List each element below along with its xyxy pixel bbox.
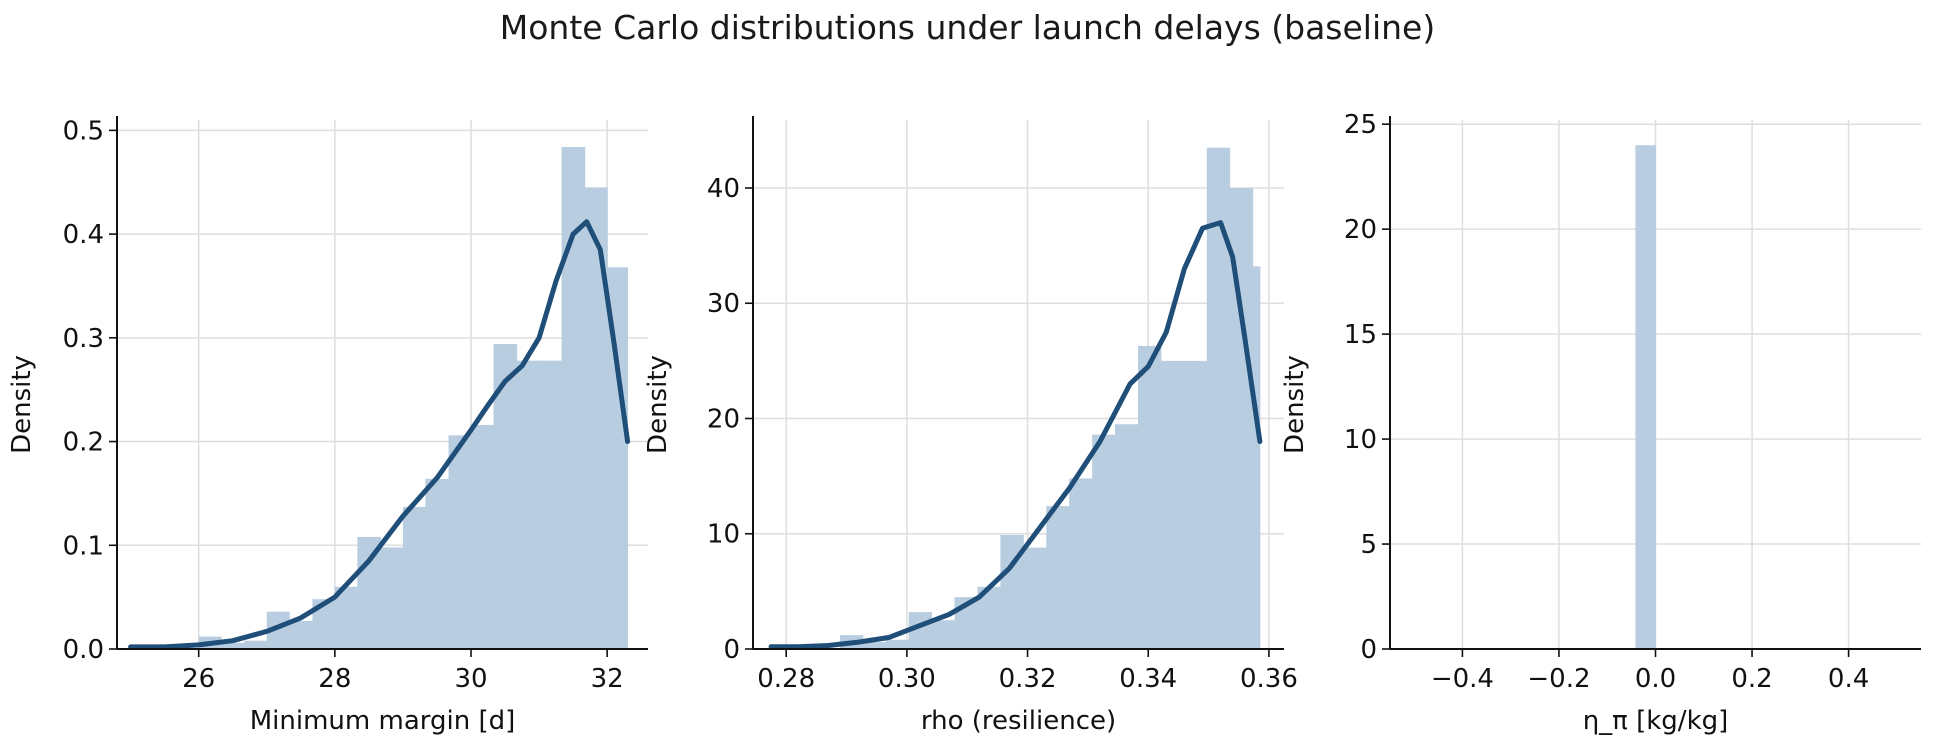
x-tick-label: 0.4 bbox=[1828, 664, 1869, 694]
histogram-bar bbox=[471, 424, 494, 649]
y-tick-label: 20 bbox=[707, 404, 740, 434]
histogram-bar bbox=[221, 642, 245, 649]
y-tick-label: 10 bbox=[1344, 425, 1377, 455]
histogram-bar bbox=[516, 360, 540, 649]
x-tick-label: 26 bbox=[182, 664, 215, 694]
histogram-bar bbox=[312, 599, 336, 649]
y-tick-label: 0.3 bbox=[63, 324, 104, 354]
histogram-bar bbox=[493, 344, 518, 649]
x-axis-label: rho (resilience) bbox=[921, 706, 1116, 736]
histogram-bar bbox=[607, 267, 629, 649]
x-tick-label: 0.28 bbox=[757, 664, 815, 694]
histogram-bar bbox=[289, 620, 313, 649]
histogram-bar bbox=[1046, 506, 1070, 649]
histogram-bar bbox=[539, 360, 563, 649]
histogram-bar bbox=[977, 586, 1001, 649]
histogram-bar bbox=[1160, 360, 1185, 649]
histogram-bar bbox=[380, 547, 404, 649]
histogram-bar bbox=[357, 536, 381, 649]
x-tick-label: −0.4 bbox=[1431, 664, 1494, 694]
y-tick-label: 0.1 bbox=[63, 531, 104, 561]
x-tick-label: 30 bbox=[454, 664, 487, 694]
x-tick-label: 0.2 bbox=[1731, 664, 1772, 694]
y-tick-label: 40 bbox=[707, 174, 740, 204]
histogram-bar bbox=[1115, 424, 1139, 649]
histogram-bar bbox=[1229, 187, 1254, 650]
histogram-bar bbox=[425, 478, 450, 649]
kde-density-line bbox=[128, 219, 631, 650]
histogram-bar bbox=[448, 435, 472, 649]
histogram-bar bbox=[885, 639, 910, 649]
y-tick-label: 15 bbox=[1344, 320, 1377, 350]
histogram-bar bbox=[584, 187, 608, 649]
panel-minimum-margin: 26 28 30 32 0.0 0.1 0.2 0.3 0.4 0.5 Minimum margin… bbox=[7, 116, 648, 736]
y-tick-label: 25 bbox=[1344, 110, 1377, 140]
histogram-bar bbox=[561, 146, 586, 649]
x-tick-label: 0.0 bbox=[1635, 664, 1676, 694]
x-tick-label: 28 bbox=[318, 664, 351, 694]
y-tick-label: 0 bbox=[1360, 635, 1377, 665]
kde-density-line bbox=[768, 220, 1263, 650]
histogram-bar bbox=[1069, 478, 1093, 649]
histogram-bar bbox=[1092, 434, 1116, 649]
x-tick-label: 32 bbox=[591, 664, 624, 694]
histogram-bar bbox=[1206, 147, 1231, 649]
figure-title: Monte Carlo distributions under launch d… bbox=[499, 8, 1436, 47]
x-tick-label: 0.34 bbox=[1119, 664, 1177, 694]
y-tick-label: 0.2 bbox=[63, 428, 104, 458]
y-tick-label: 10 bbox=[707, 520, 740, 550]
y-axis-label: Density bbox=[7, 355, 37, 454]
y-axis-label: Density bbox=[1280, 355, 1310, 454]
panel-rho-resilience: 0.28 0.30 0.32 0.34 0.36 0 10 20 30 40 rho (resili… bbox=[643, 116, 1298, 736]
x-tick-label: 0.32 bbox=[999, 664, 1057, 694]
y-tick-label: 0 bbox=[723, 635, 740, 665]
x-tick-label: 0.30 bbox=[878, 664, 936, 694]
histogram-bar bbox=[931, 620, 956, 649]
x-tick-label: −0.2 bbox=[1527, 664, 1590, 694]
y-tick-label: 20 bbox=[1344, 215, 1377, 245]
histogram-bar bbox=[1252, 266, 1261, 649]
histogram-bar bbox=[1137, 345, 1162, 649]
histogram-bar bbox=[862, 642, 887, 649]
x-axis-label: Minimum margin [d] bbox=[250, 706, 516, 736]
panel-eta-pi: −0.4 −0.2 0.0 0.2 0.4 0 5 10 15 20 25 η_π [kg/kg] De… bbox=[1280, 110, 1921, 736]
histogram-bar bbox=[1023, 547, 1047, 649]
y-tick-label: 0.4 bbox=[63, 220, 104, 250]
histogram-bar bbox=[1000, 534, 1024, 649]
x-axis-label: η_π [kg/kg] bbox=[1583, 706, 1729, 736]
x-tick-label: 0.36 bbox=[1240, 664, 1298, 694]
histogram-bar bbox=[402, 506, 426, 649]
y-axis-label: Density bbox=[643, 355, 673, 454]
y-tick-label: 0.0 bbox=[63, 635, 104, 665]
y-tick-label: 5 bbox=[1360, 530, 1377, 560]
histogram-bar bbox=[1635, 145, 1656, 649]
y-tick-label: 30 bbox=[707, 289, 740, 319]
histogram-bar bbox=[334, 586, 358, 649]
histogram-bar bbox=[266, 611, 290, 649]
histogram-bar bbox=[1183, 360, 1208, 649]
histogram-bar bbox=[244, 640, 268, 649]
y-tick-label: 0.5 bbox=[63, 116, 104, 146]
